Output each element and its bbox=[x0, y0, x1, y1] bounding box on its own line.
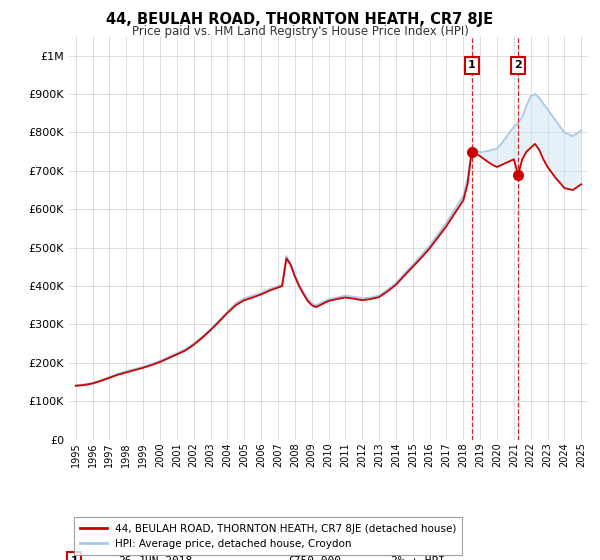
Text: 2% ↓ HPI: 2% ↓ HPI bbox=[391, 556, 445, 560]
Text: 44, BEULAH ROAD, THORNTON HEATH, CR7 8JE: 44, BEULAH ROAD, THORNTON HEATH, CR7 8JE bbox=[106, 12, 494, 27]
Text: Price paid vs. HM Land Registry's House Price Index (HPI): Price paid vs. HM Land Registry's House … bbox=[131, 25, 469, 38]
Text: £750,000: £750,000 bbox=[287, 556, 341, 560]
Legend: 44, BEULAH ROAD, THORNTON HEATH, CR7 8JE (detached house), HPI: Average price, d: 44, BEULAH ROAD, THORNTON HEATH, CR7 8JE… bbox=[74, 517, 463, 555]
Text: 2: 2 bbox=[514, 60, 522, 70]
Text: 26-JUN-2018: 26-JUN-2018 bbox=[118, 556, 193, 560]
Text: 1: 1 bbox=[468, 60, 476, 70]
Text: 1: 1 bbox=[70, 556, 78, 560]
